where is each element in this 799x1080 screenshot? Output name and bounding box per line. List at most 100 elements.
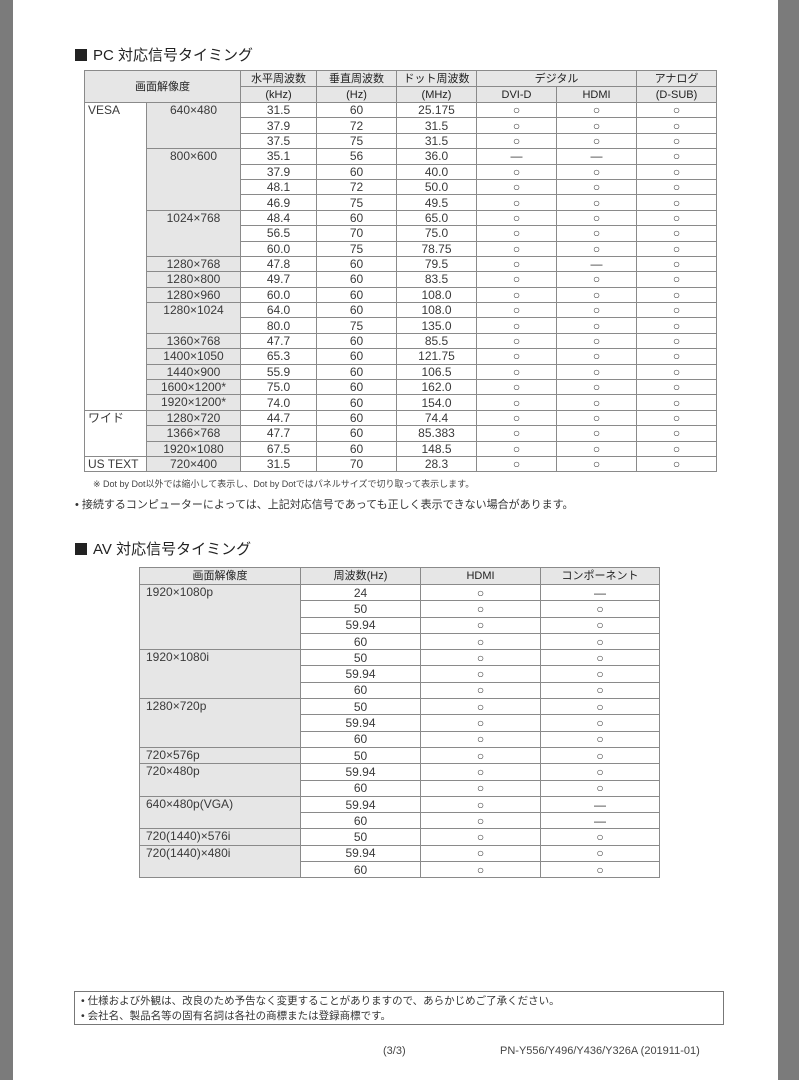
hdmi-support-cell: ○ <box>556 440 637 457</box>
component-support-cell: ○ <box>540 828 660 846</box>
table-row: 60 ○ ○ <box>140 681 660 700</box>
component-support-cell: ○ <box>540 779 660 797</box>
hdmi-support-cell: ○ <box>420 795 541 814</box>
table-row: 1920×1080i 50 ○ ○ <box>139 649 660 700</box>
table-row: 60.0 75 78.75 ○ ○ ○ <box>85 240 717 257</box>
table-row: 720(1440)×480i 59.94 ○ ○ <box>139 844 660 879</box>
v-freq-cell: 75 <box>316 194 397 211</box>
v-freq-cell: 60 <box>316 101 397 119</box>
model-code: PN-Y556/Y496/Y436/Y326A (201911-01) <box>500 1045 700 1057</box>
h-freq-cell: 37.5 <box>240 132 317 150</box>
resolution-cell: 1920×1080i <box>139 649 301 700</box>
header-hdmi: HDMI <box>556 86 637 103</box>
dot-freq-cell: 40.0 <box>396 163 477 180</box>
table-row: US TEXT 720×400 31.5 70 28.3 ○ ○ ○ <box>84 455 717 473</box>
dvi-support-cell: ○ <box>476 455 557 473</box>
pc-title: PC 対応信号タイミング <box>93 47 254 64</box>
component-support-cell: — <box>540 812 660 830</box>
h-freq-cell: 47.7 <box>240 425 317 442</box>
h-freq-cell: 31.5 <box>240 101 317 119</box>
hdmi-support-cell: ○ <box>556 302 637 319</box>
v-freq-cell: 75 <box>316 317 397 334</box>
hdmi-support-cell: ○ <box>556 379 637 396</box>
freq-cell: 59.94 <box>300 844 421 863</box>
table-row: 1920×1080 67.5 60 148.5 ○ ○ ○ <box>85 440 717 457</box>
dvi-support-cell: ○ <box>476 117 557 134</box>
freq-cell: 50 <box>300 649 421 667</box>
hdmi-support-cell: ○ <box>556 225 637 242</box>
hdmi-support-cell: ○ <box>420 698 541 716</box>
hdmi-support-cell: ○ <box>556 271 637 288</box>
resolution-cell: 1360×768 <box>146 332 241 350</box>
header-dvi: DVI-D <box>476 86 557 103</box>
dot-freq-cell: 148.5 <box>396 440 477 457</box>
header-dot-unit: (MHz) <box>396 86 477 103</box>
av-title: AV 対応信号タイミング <box>93 541 252 558</box>
dvi-support-cell: — <box>476 148 557 165</box>
dvi-support-cell: ○ <box>476 409 557 427</box>
dot-freq-cell: 49.5 <box>396 194 477 211</box>
hdmi-support-cell: ○ <box>556 363 637 381</box>
dot-freq-cell: 83.5 <box>396 271 477 288</box>
dsub-support-cell: ○ <box>636 255 717 273</box>
table-row: 59.94 ○ ○ <box>140 665 660 683</box>
hdmi-support-cell: ○ <box>556 425 637 442</box>
dot-freq-cell: 85.383 <box>396 425 477 442</box>
v-freq-cell: 72 <box>316 178 397 196</box>
h-freq-cell: 55.9 <box>240 363 317 381</box>
v-freq-cell: 70 <box>316 455 397 473</box>
dsub-support-cell: ○ <box>636 117 717 134</box>
dvi-support-cell: ○ <box>476 209 557 227</box>
dsub-support-cell: ○ <box>636 348 717 365</box>
table-row: 59.94 ○ ○ <box>140 714 660 732</box>
dvi-support-cell: ○ <box>476 379 557 396</box>
component-support-cell: ○ <box>540 714 660 732</box>
header-h-freq: 水平周波数 <box>240 70 317 87</box>
h-freq-cell: 44.7 <box>240 409 317 427</box>
disclaimer-line: • 会社名、製品名等の固有名詞は各社の商標または登録商標です。 <box>81 1010 392 1022</box>
dot-freq-cell: 108.0 <box>396 302 477 319</box>
freq-cell: 59.94 <box>300 795 421 814</box>
hdmi-support-cell: ○ <box>420 861 541 879</box>
header-resolution: 画面解像度 <box>84 70 241 103</box>
resolution-cell: 1920×1080p <box>139 583 301 651</box>
table-row: 720×576p 50 ○ ○ <box>139 746 660 765</box>
dsub-support-cell: ○ <box>636 163 717 180</box>
hdmi-support-cell: ○ <box>556 132 637 150</box>
table-row: 80.0 75 135.0 ○ ○ ○ <box>85 317 717 334</box>
dsub-support-cell: ○ <box>636 271 717 288</box>
v-freq-cell: 60 <box>316 425 397 442</box>
freq-cell: 60 <box>300 779 421 797</box>
dot-freq-cell: 121.75 <box>396 348 477 365</box>
hdmi-support-cell: ○ <box>420 681 541 700</box>
pc-section-heading: PC 対応信号タイミング <box>75 44 253 65</box>
hdmi-support-cell: ○ <box>556 317 637 334</box>
freq-cell: 24 <box>300 583 421 602</box>
v-freq-cell: 60 <box>316 255 397 273</box>
component-support-cell: ○ <box>540 616 660 634</box>
dsub-support-cell: ○ <box>636 394 717 411</box>
table-row: 1024×768 48.4 60 65.0 ○ ○ ○ <box>85 209 717 257</box>
dsub-support-cell: ○ <box>636 178 717 196</box>
dot-freq-cell: 31.5 <box>396 132 477 150</box>
h-freq-cell: 47.7 <box>240 332 317 350</box>
hdmi-support-cell: ○ <box>556 178 637 196</box>
hdmi-support-cell: ○ <box>556 348 637 365</box>
hdmi-support-cell: ○ <box>556 101 637 119</box>
group-label: VESA <box>84 102 147 411</box>
dvi-support-cell: ○ <box>476 132 557 150</box>
hdmi-support-cell: ○ <box>556 194 637 211</box>
freq-cell: 50 <box>300 698 421 716</box>
pc-note: • 接続するコンピューターによっては、上記対応信号であっても正しく表示できない場… <box>75 499 574 511</box>
page-number: (3/3) <box>383 1045 406 1057</box>
dsub-support-cell: ○ <box>636 455 717 473</box>
dvi-support-cell: ○ <box>476 302 557 319</box>
v-freq-cell: 60 <box>316 332 397 350</box>
dsub-support-cell: ○ <box>636 240 717 257</box>
component-support-cell: ○ <box>540 746 660 765</box>
freq-cell: 50 <box>300 828 421 846</box>
dsub-support-cell: ○ <box>636 363 717 381</box>
v-freq-cell: 60 <box>316 409 397 427</box>
table-row: 1366×768 47.7 60 85.383 ○ ○ ○ <box>85 425 717 442</box>
resolution-cell: 1400×1050 <box>146 348 241 365</box>
